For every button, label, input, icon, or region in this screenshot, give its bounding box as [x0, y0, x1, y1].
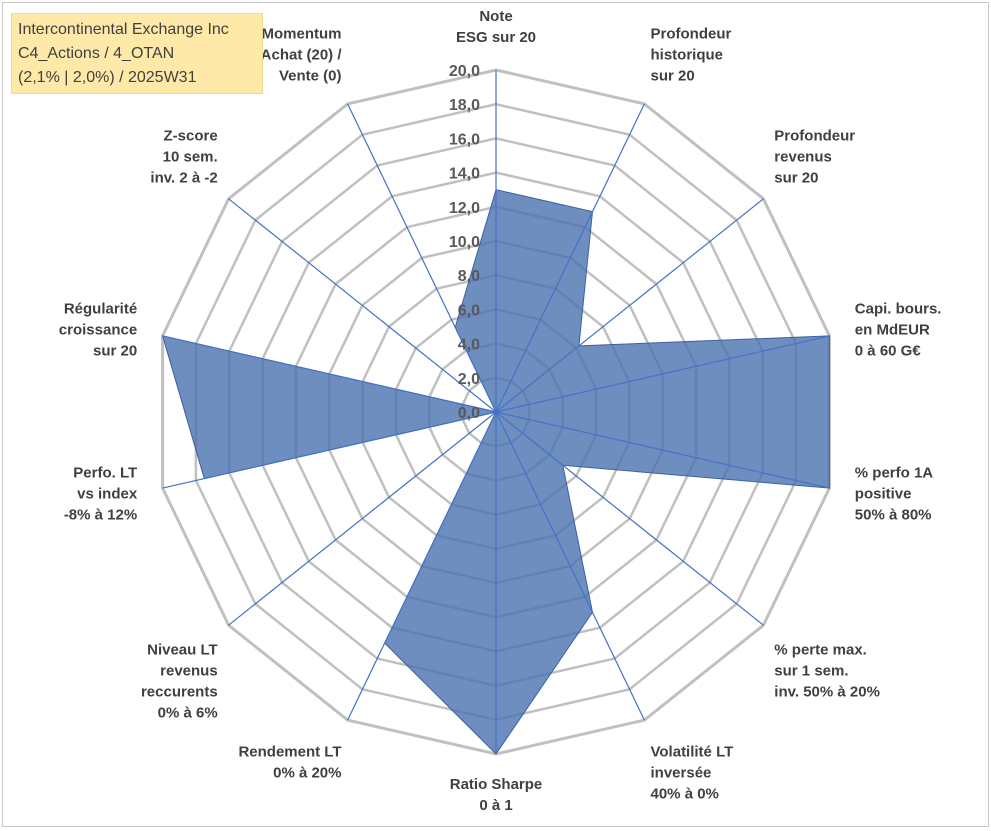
tick-label: 2,0: [458, 371, 480, 388]
axis-spoke-1: [495, 103, 645, 413]
axis-label-9: Niveau LT revenus reccurents 0% à 6%: [141, 641, 218, 721]
axis-label-0: Note ESG sur 20: [456, 8, 536, 46]
axis-spoke-6: [495, 411, 645, 721]
tick-label: 6,0: [458, 302, 480, 319]
axis-labels: Note ESG sur 20 Profondeur historique sur 20…: [59, 8, 942, 814]
axis-spoke-2: [495, 198, 764, 413]
company-name: Intercontinental Exchange Inc: [18, 21, 229, 38]
axis-spoke-10: [162, 411, 497, 489]
axis-label-11: Régularité croissance sur 20: [59, 301, 137, 360]
tick-label: 8,0: [458, 268, 480, 285]
axis-spoke-5: [495, 411, 764, 626]
axis-label-13: Momentum Achat (20) / Vente (0): [261, 25, 343, 84]
tick-labels: 0,0 2,0 4,0 6,0 8,0 10,0 12,0 14,0 16,0 18,0 20,0: [449, 63, 480, 422]
axis-label-8: Rendement LT 0% à 20%: [238, 744, 341, 782]
tick-label: 20,0: [449, 63, 480, 80]
axis-label-4: % perfo 1A positive 50% à 80%: [855, 464, 934, 523]
tick-label: 16,0: [449, 131, 480, 148]
axis-spoke-8: [347, 411, 497, 721]
axis-spoke-9: [228, 411, 497, 626]
axis-label-5: % perte max. sur 1 sem. inv. 50% à 20%: [774, 641, 880, 700]
stats-label: (2,1% | 2,0%) / 2025W31: [18, 69, 197, 86]
axis-spoke-3: [495, 335, 830, 413]
axis-spoke-13: [347, 103, 497, 413]
radar-chart: 0,02,04,06,08,010,012,014,016,018,020,0 …: [59, 8, 942, 814]
axis-spoke-11: [162, 335, 497, 413]
axis-label-3: Capi. bours. en MdEUR 0 à 60 G€: [855, 301, 942, 360]
tick-label: 0,0: [458, 405, 480, 422]
tick-label: 14,0: [449, 166, 480, 183]
spoke-layer: [162, 70, 830, 754]
tick-label: 10,0: [449, 234, 480, 251]
axis-label-1: Profondeur historique sur 20: [651, 25, 732, 84]
tick-label: 12,0: [449, 200, 480, 217]
tick-label: 18,0: [449, 97, 480, 114]
axis-label-10: Perfo. LT vs index -8% à 12%: [64, 464, 138, 523]
tick-label: 4,0: [458, 337, 480, 354]
axis-label-12: Z-score 10 sem. inv. 2 à -2: [150, 128, 217, 187]
axis-label-7: Ratio Sharpe 0 à 1: [450, 776, 543, 814]
axis-spoke-4: [495, 411, 830, 489]
category-label: C4_Actions / 4_OTAN: [18, 45, 175, 62]
axis-label-2: Profondeur revenus sur 20: [774, 128, 855, 187]
axis-spoke-12: [228, 198, 497, 413]
info-box: Intercontinental Exchange Inc C4_Actions…: [11, 13, 263, 94]
axis-label-6: Volatilité LT inversée 40% à 0%: [651, 744, 734, 803]
